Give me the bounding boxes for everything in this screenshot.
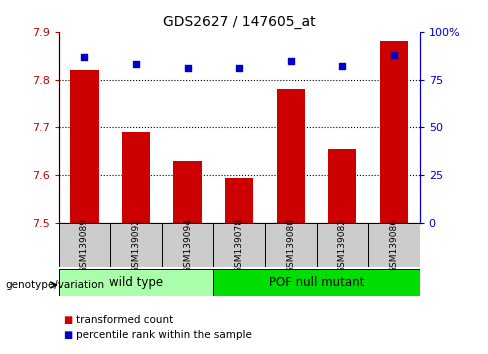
- Bar: [277, 89, 305, 223]
- Bar: [328, 149, 357, 223]
- Text: POF null mutant: POF null mutant: [269, 276, 364, 289]
- Point: [183, 65, 191, 71]
- Text: percentile rank within the sample: percentile rank within the sample: [76, 330, 251, 339]
- Bar: [59, 269, 213, 296]
- Text: GSM139092: GSM139092: [131, 218, 141, 273]
- Point: [81, 54, 88, 59]
- Text: genotype/variation: genotype/variation: [5, 280, 104, 290]
- Text: ■: ■: [63, 315, 73, 325]
- Bar: [59, 223, 110, 267]
- Bar: [265, 223, 317, 267]
- Text: wild type: wild type: [109, 276, 163, 289]
- Point: [287, 58, 295, 63]
- Bar: [213, 269, 420, 296]
- Bar: [173, 161, 202, 223]
- Bar: [213, 223, 265, 267]
- Bar: [70, 70, 99, 223]
- Text: GSM139078: GSM139078: [235, 218, 244, 273]
- Bar: [380, 41, 408, 223]
- Bar: [110, 223, 162, 267]
- Text: GSM139082: GSM139082: [338, 218, 347, 273]
- Bar: [162, 223, 213, 267]
- Point: [235, 65, 243, 71]
- Point: [338, 63, 346, 69]
- Point: [132, 62, 140, 67]
- Point: [390, 52, 398, 58]
- Text: GSM139080: GSM139080: [286, 218, 295, 273]
- Text: transformed count: transformed count: [76, 315, 173, 325]
- Title: GDS2627 / 147605_at: GDS2627 / 147605_at: [163, 16, 315, 29]
- Text: ■: ■: [63, 330, 73, 339]
- Bar: [368, 223, 420, 267]
- Text: GSM139089: GSM139089: [80, 218, 89, 273]
- Bar: [317, 223, 368, 267]
- Bar: [122, 132, 150, 223]
- Bar: [225, 178, 253, 223]
- Text: GSM139094: GSM139094: [183, 218, 192, 273]
- Text: GSM139086: GSM139086: [389, 218, 398, 273]
